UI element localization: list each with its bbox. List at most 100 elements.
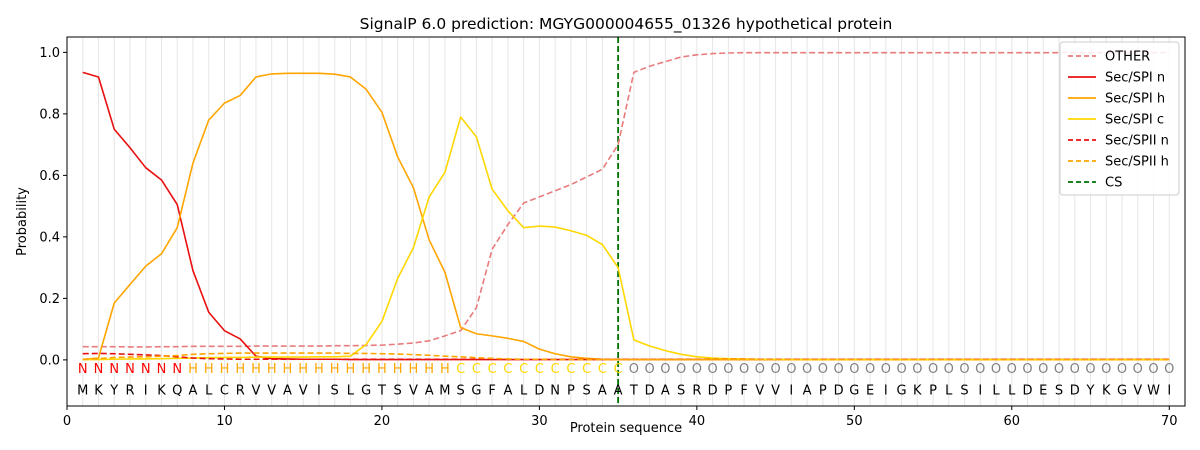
grid-lines [82, 37, 1170, 406]
residue-letter: V [409, 384, 418, 399]
annotation-letter: C [535, 362, 544, 377]
annotation-letter: O [739, 362, 749, 377]
annotation-letter: H [204, 362, 214, 377]
x-tick-label: 60 [1004, 414, 1021, 429]
residue-letter: A [425, 384, 434, 399]
residue-letter: P [724, 384, 732, 399]
annotation-letter: H [298, 362, 308, 377]
residue-letter: P [567, 384, 575, 399]
legend-label: Sec/SPII h [1105, 155, 1169, 170]
residue-letter: K [157, 384, 166, 399]
annotation-letter: H [377, 362, 387, 377]
legend-label: CS [1105, 176, 1122, 191]
residue-letter: R [692, 384, 701, 399]
annotation-letter: H [393, 362, 403, 377]
residue-letter: L [520, 384, 528, 399]
annotation-letter: O [645, 362, 655, 377]
annotation-letter: O [1164, 362, 1174, 377]
residue-letter: E [866, 384, 874, 399]
residue-letter: I [144, 384, 148, 399]
residue-letter: A [661, 384, 670, 399]
residue-letter: P [819, 384, 827, 399]
annotation-letter: O [786, 362, 796, 377]
annotation-letter: H [220, 362, 230, 377]
residue-letter: V [1133, 384, 1142, 399]
annotation-letter: C [456, 362, 465, 377]
y-tick-label: 0.2 [39, 292, 60, 307]
annotation-letter: H [346, 362, 356, 377]
annotation-letter: O [1070, 362, 1080, 377]
residue-letter: G [361, 384, 371, 399]
residue-letter: P [929, 384, 937, 399]
annotation-letter: O [692, 362, 702, 377]
annotation-letter: N [141, 362, 151, 377]
residue-letter: T [629, 384, 638, 399]
series-line-sec-spi-c [82, 116, 1170, 361]
annotation-letter: N [125, 362, 135, 377]
annotation-letter: C [614, 362, 623, 377]
residue-letter: F [488, 384, 495, 399]
legend-label: Sec/SPI n [1105, 71, 1165, 86]
annotation-letter: C [598, 362, 607, 377]
residue-letter: G [471, 384, 481, 399]
annotation-letter: O [896, 362, 906, 377]
plot-frame [66, 36, 1186, 407]
residue-letter: E [1039, 384, 1047, 399]
residue-letter: D [1070, 384, 1080, 399]
annotation-letter: O [802, 362, 812, 377]
legend-label: Sec/SPI c [1105, 113, 1164, 128]
series-line-sec-spi-h [82, 72, 1170, 361]
residue-letter: I [884, 384, 888, 399]
axis-ticks: 0 10 20 30 40 50 60 70 0.0 0.2 0.4 0.6 0.8 1.0 [39, 46, 1177, 429]
annotation-letter: O [912, 362, 922, 377]
residue-letter: C [220, 384, 229, 399]
annotation-letter: O [723, 362, 733, 377]
residue-letter: Y [109, 384, 118, 399]
annotation-letter: O [1148, 362, 1158, 377]
annotation-letter: H [409, 362, 419, 377]
annotation-letter: O [707, 362, 717, 377]
residue-letter: G [1117, 384, 1127, 399]
annotation-letter: H [330, 362, 340, 377]
residue-letter: R [236, 384, 245, 399]
residue-letter: R [125, 384, 134, 399]
residue-letter: V [252, 384, 261, 399]
annotation-letter: O [1117, 362, 1127, 377]
residue-letter: I [317, 384, 321, 399]
y-tick-label: 0.6 [39, 169, 60, 184]
annotation-letter: O [1085, 362, 1095, 377]
annotation-letter: O [1038, 362, 1048, 377]
legend-box [1059, 41, 1180, 196]
annotation-letter: H [267, 362, 277, 377]
annotation-letter: O [755, 362, 765, 377]
series-line-other [82, 51, 1170, 348]
residue-letter: D [645, 384, 655, 399]
residue-letter: S [331, 384, 339, 399]
y-tick-label: 1.0 [39, 46, 60, 61]
annotation-letter: C [503, 362, 512, 377]
residue-letter: S [394, 384, 402, 399]
x-axis-label: Protein sequence [570, 421, 682, 436]
x-tick-label: 30 [531, 414, 548, 429]
residue-letter: K [94, 384, 103, 399]
x-tick-label: 50 [846, 414, 863, 429]
residue-letter: I [978, 384, 982, 399]
residue-letter: T [377, 384, 386, 399]
residue-letter: S [960, 384, 968, 399]
annotation-letter: C [582, 362, 591, 377]
residue-letter: L [347, 384, 355, 399]
annotation-letter: C [472, 362, 481, 377]
x-tick-label: 0 [63, 414, 71, 429]
annotation-letter: H [424, 362, 434, 377]
annotation-letter: O [660, 362, 670, 377]
residue-letter: D [834, 384, 844, 399]
residue-letter: L [1008, 384, 1016, 399]
annotation-letter: O [833, 362, 843, 377]
annotation-letter: O [991, 362, 1001, 377]
residue-letter: V [299, 384, 308, 399]
annotation-letter: N [172, 362, 182, 377]
residue-letter: A [283, 384, 292, 399]
y-axis-label: Probability [15, 187, 30, 256]
annotation-letter: N [157, 362, 167, 377]
